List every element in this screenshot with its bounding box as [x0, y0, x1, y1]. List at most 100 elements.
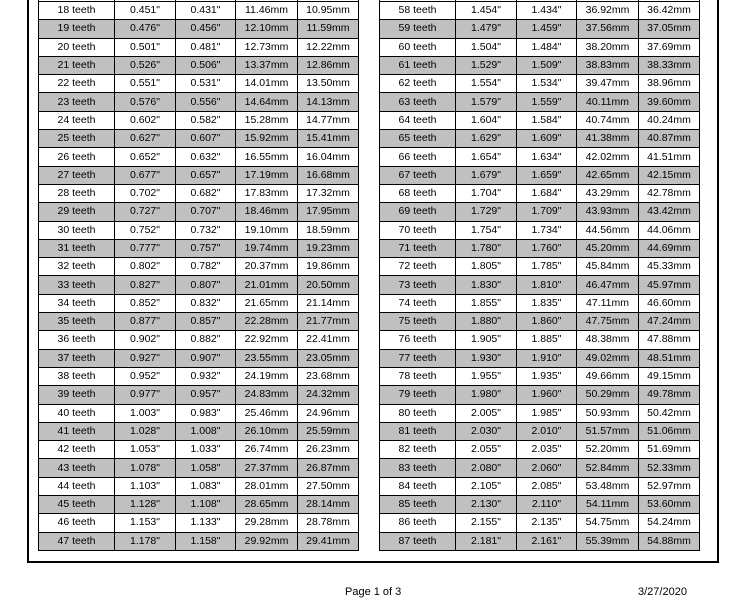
table-row: 42 teeth 1.053" 1.033" 26.74mm 26.23mm: [38, 440, 359, 460]
teeth-count-cell: 72 teeth: [379, 257, 456, 277]
teeth-count-cell: 59 teeth: [379, 19, 456, 39]
measurement-cell: 0.852": [114, 293, 176, 314]
measurement-cell: 1.785": [516, 257, 577, 277]
measurement-cell: 1.780": [455, 238, 517, 259]
measurement-cell: 0.752": [114, 220, 176, 240]
table-row: 28 teeth 0.702" 0.682" 17.83mm 17.32mm: [38, 183, 359, 204]
measurement-cell: 22.41mm: [297, 330, 359, 350]
measurement-cell: 1.609": [516, 129, 577, 149]
measurement-cell: 40.24mm: [638, 110, 700, 131]
table-row: 20 teeth 0.501" 0.481" 12.73mm 12.22mm: [38, 37, 359, 57]
measurement-cell: 45.20mm: [576, 238, 639, 259]
measurement-cell: 1.178": [114, 531, 176, 551]
measurement-cell: 0.757": [175, 238, 236, 259]
table-row: 31 teeth 0.777" 0.757" 19.74mm 19.23mm: [38, 238, 359, 259]
measurement-cell: 40.74mm: [576, 110, 639, 131]
measurement-cell: 37.69mm: [638, 37, 700, 57]
table-row: 18 teeth 0.451" 0.431" 11.46mm 10.95mm: [38, 0, 359, 21]
table-row: 59 teeth 1.479" 1.459" 37.56mm 37.05mm: [379, 19, 700, 39]
measurement-cell: 55.39mm: [576, 531, 639, 551]
teeth-count-cell: 36 teeth: [38, 330, 115, 350]
measurement-cell: 1.579": [455, 92, 517, 112]
measurement-cell: 1.103": [114, 476, 176, 497]
measurement-cell: 1.654": [455, 147, 517, 167]
measurement-cell: 24.83mm: [235, 385, 298, 405]
measurement-cell: 2.085": [516, 476, 577, 497]
measurement-cell: 1.153": [114, 513, 176, 533]
teeth-count-cell: 63 teeth: [379, 92, 456, 112]
measurement-cell: 1.930": [455, 348, 517, 368]
teeth-count-cell: 65 teeth: [379, 129, 456, 149]
measurement-cell: 1.509": [516, 55, 577, 76]
measurement-cell: 47.88mm: [638, 330, 700, 350]
teeth-count-cell: 35 teeth: [38, 312, 115, 332]
measurement-cell: 40.11mm: [576, 92, 639, 112]
measurement-cell: 53.48mm: [576, 476, 639, 497]
measurement-cell: 42.02mm: [576, 147, 639, 167]
teeth-count-cell: 28 teeth: [38, 183, 115, 204]
measurement-cell: 13.50mm: [297, 74, 359, 94]
measurement-cell: 2.080": [455, 458, 517, 478]
teeth-count-cell: 85 teeth: [379, 495, 456, 515]
measurement-cell: 49.78mm: [638, 385, 700, 405]
measurement-cell: 0.652": [114, 147, 176, 167]
teeth-table-left-body: 18 teeth 0.451" 0.431" 11.46mm 10.95mm 19 tee…: [38, 0, 359, 551]
page-number: Page 1 of 3: [345, 586, 402, 598]
page-border: [27, 0, 719, 563]
measurement-cell: 38.33mm: [638, 55, 700, 76]
table-row: 87 teeth 2.181" 2.161" 55.39mm 54.88mm: [379, 531, 700, 551]
measurement-cell: 51.57mm: [576, 421, 639, 442]
measurement-cell: 0.682": [175, 183, 236, 204]
table-row: 75 teeth 1.880" 1.860" 47.75mm 47.24mm: [379, 312, 700, 332]
teeth-count-cell: 23 teeth: [38, 92, 115, 112]
measurement-cell: 29.41mm: [297, 531, 359, 551]
teeth-count-cell: 75 teeth: [379, 312, 456, 332]
measurement-cell: 1.058": [175, 458, 236, 478]
teeth-count-cell: 79 teeth: [379, 385, 456, 405]
teeth-count-cell: 61 teeth: [379, 55, 456, 76]
table-row: 65 teeth 1.629" 1.609" 41.38mm 40.87mm: [379, 129, 700, 149]
measurement-cell: 2.155": [455, 513, 517, 533]
table-row: 23 teeth 0.576" 0.556" 14.64mm 14.13mm: [38, 92, 359, 112]
teeth-count-cell: 21 teeth: [38, 55, 115, 76]
measurement-cell: 15.28mm: [235, 110, 298, 131]
measurement-cell: 0.983": [175, 403, 236, 423]
measurement-cell: 0.807": [175, 275, 236, 295]
measurement-cell: 1.810": [516, 275, 577, 295]
measurement-cell: 0.827": [114, 275, 176, 295]
table-row: 74 teeth 1.855" 1.835" 47.11mm 46.60mm: [379, 293, 700, 314]
measurement-cell: 1.033": [175, 440, 236, 460]
measurement-cell: 0.907": [175, 348, 236, 368]
measurement-cell: 0.602": [114, 110, 176, 131]
measurement-cell: 38.96mm: [638, 74, 700, 94]
measurement-cell: 14.77mm: [297, 110, 359, 131]
measurement-cell: 45.84mm: [576, 257, 639, 277]
measurement-cell: 15.41mm: [297, 129, 359, 149]
measurement-cell: 25.46mm: [235, 403, 298, 423]
measurement-cell: 0.927": [114, 348, 176, 368]
measurement-cell: 1.629": [455, 129, 517, 149]
measurement-cell: 0.526": [114, 55, 176, 76]
table-row: 21 teeth 0.526" 0.506" 13.37mm 12.86mm: [38, 55, 359, 76]
teeth-count-cell: 66 teeth: [379, 147, 456, 167]
measurement-cell: 39.47mm: [576, 74, 639, 94]
measurement-cell: 16.04mm: [297, 147, 359, 167]
table-row: 78 teeth 1.955" 1.935" 49.66mm 49.15mm: [379, 366, 700, 387]
measurement-cell: 1.454": [455, 0, 517, 21]
measurement-cell: 2.010": [516, 421, 577, 442]
teeth-count-cell: 20 teeth: [38, 37, 115, 57]
measurement-cell: 21.14mm: [297, 293, 359, 314]
table-row: 37 teeth 0.927" 0.907" 23.55mm 23.05mm: [38, 348, 359, 368]
table-row: 66 teeth 1.654" 1.634" 42.02mm 41.51mm: [379, 147, 700, 167]
measurement-cell: 1.459": [516, 19, 577, 39]
table-row: 80 teeth 2.005" 1.985" 50.93mm 50.42mm: [379, 403, 700, 423]
table-row: 27 teeth 0.677" 0.657" 17.19mm 16.68mm: [38, 165, 359, 185]
measurement-cell: 1.534": [516, 74, 577, 94]
measurement-cell: 0.732": [175, 220, 236, 240]
table-row: 85 teeth 2.130" 2.110" 54.11mm 53.60mm: [379, 495, 700, 515]
teeth-count-cell: 18 teeth: [38, 0, 115, 21]
measurement-cell: 37.56mm: [576, 19, 639, 39]
measurement-cell: 1.955": [455, 366, 517, 387]
teeth-count-cell: 40 teeth: [38, 403, 115, 423]
measurement-cell: 1.709": [516, 202, 577, 222]
